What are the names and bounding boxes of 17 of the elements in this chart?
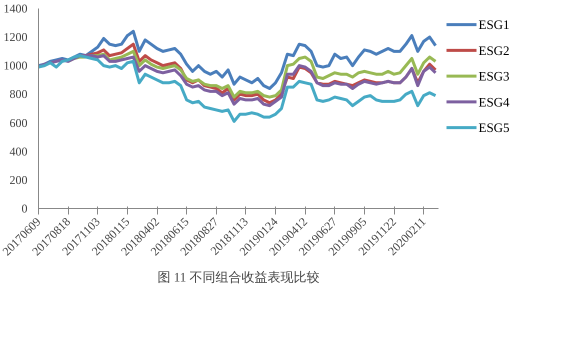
caption: 图 11 不同组合收益表现比较 [157, 270, 320, 284]
y-tick-label: 600 [10, 116, 28, 130]
y-tick-label: 1200 [4, 30, 28, 44]
y-tick-label: 0 [22, 202, 28, 216]
legend-label: ESG1 [478, 17, 510, 32]
legend-label: ESG4 [478, 94, 510, 110]
y-tick-label: 400 [10, 144, 28, 158]
line-series [38, 54, 438, 123]
y-tick-label: 1000 [4, 58, 28, 73]
y-tick-label: 200 [10, 172, 28, 187]
line-series [38, 30, 438, 90]
y-tick-label: 1400 [4, 2, 28, 16]
legend-label: ESG2 [478, 42, 510, 58]
line-series [38, 54, 438, 108]
y-tick-label: 800 [10, 87, 28, 102]
legend-label: ESG5 [478, 120, 510, 136]
legend-label: ESG3 [478, 68, 510, 84]
